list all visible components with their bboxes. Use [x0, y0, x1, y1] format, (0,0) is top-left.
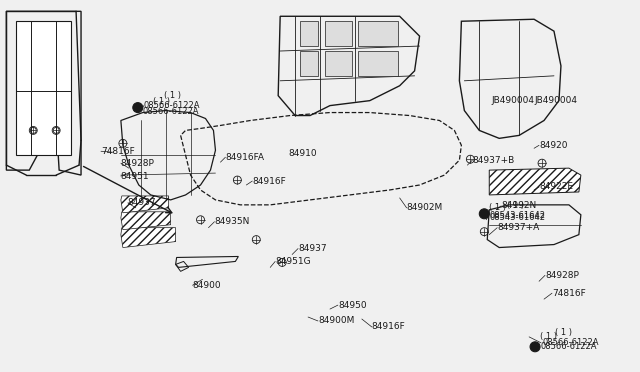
Text: S: S: [135, 105, 140, 110]
Text: 84935N: 84935N: [214, 217, 250, 226]
Text: JB490004: JB490004: [491, 96, 534, 105]
Text: 84928P: 84928P: [545, 271, 579, 280]
Text: 84916F: 84916F: [252, 177, 286, 186]
Text: 84910: 84910: [288, 149, 317, 158]
Polygon shape: [325, 51, 352, 76]
Text: 84950: 84950: [338, 301, 367, 310]
Text: 84937+A: 84937+A: [497, 223, 540, 232]
Text: 08543-61642: 08543-61642: [489, 213, 545, 222]
Polygon shape: [300, 51, 318, 76]
Text: S: S: [482, 211, 487, 217]
Text: 84992N: 84992N: [501, 201, 536, 210]
Text: 84920: 84920: [539, 141, 568, 150]
Polygon shape: [17, 22, 70, 90]
Circle shape: [133, 103, 143, 113]
Circle shape: [530, 342, 540, 352]
Polygon shape: [358, 21, 397, 46]
Text: ( 1 ): ( 1 ): [555, 328, 572, 337]
Text: ( 1 ): ( 1 ): [540, 332, 557, 341]
Text: 74816F: 74816F: [101, 147, 134, 156]
Text: 84916F: 84916F: [372, 323, 406, 331]
Polygon shape: [121, 196, 169, 213]
Text: 74816F: 74816F: [552, 289, 586, 298]
Polygon shape: [121, 228, 175, 247]
Text: 84900M: 84900M: [318, 317, 355, 326]
Text: 84900: 84900: [193, 281, 221, 290]
Text: 84928P: 84928P: [121, 159, 155, 168]
Text: JB490004: JB490004: [534, 96, 577, 105]
Text: 08566-6122A: 08566-6122A: [143, 107, 199, 116]
Polygon shape: [121, 212, 171, 230]
Text: 84916FA: 84916FA: [225, 153, 264, 162]
Text: ( 1 ): ( 1 ): [507, 201, 524, 210]
Text: 84937+B: 84937+B: [472, 156, 515, 165]
Text: 84937: 84937: [298, 244, 327, 253]
Polygon shape: [17, 92, 70, 154]
Text: 84937: 84937: [128, 198, 156, 207]
Text: 84951: 84951: [121, 171, 150, 180]
Polygon shape: [17, 21, 71, 155]
Text: ( 1 ): ( 1 ): [489, 203, 506, 212]
Text: 08566-6122A: 08566-6122A: [144, 101, 200, 110]
Text: 84922E: 84922E: [539, 183, 573, 192]
Text: ( 1 ): ( 1 ): [153, 97, 170, 106]
Text: 08543-61642: 08543-61642: [489, 211, 545, 220]
Polygon shape: [325, 21, 352, 46]
Text: 08566-6122A: 08566-6122A: [542, 338, 598, 347]
Text: 84902M: 84902M: [406, 203, 443, 212]
Circle shape: [479, 209, 489, 219]
Text: S: S: [532, 344, 538, 350]
Polygon shape: [358, 51, 397, 76]
Text: ( 1 ): ( 1 ): [164, 91, 180, 100]
Text: 08566-6122A: 08566-6122A: [540, 342, 596, 351]
Text: 84951G: 84951G: [275, 257, 311, 266]
Polygon shape: [300, 21, 318, 46]
Polygon shape: [489, 168, 581, 195]
